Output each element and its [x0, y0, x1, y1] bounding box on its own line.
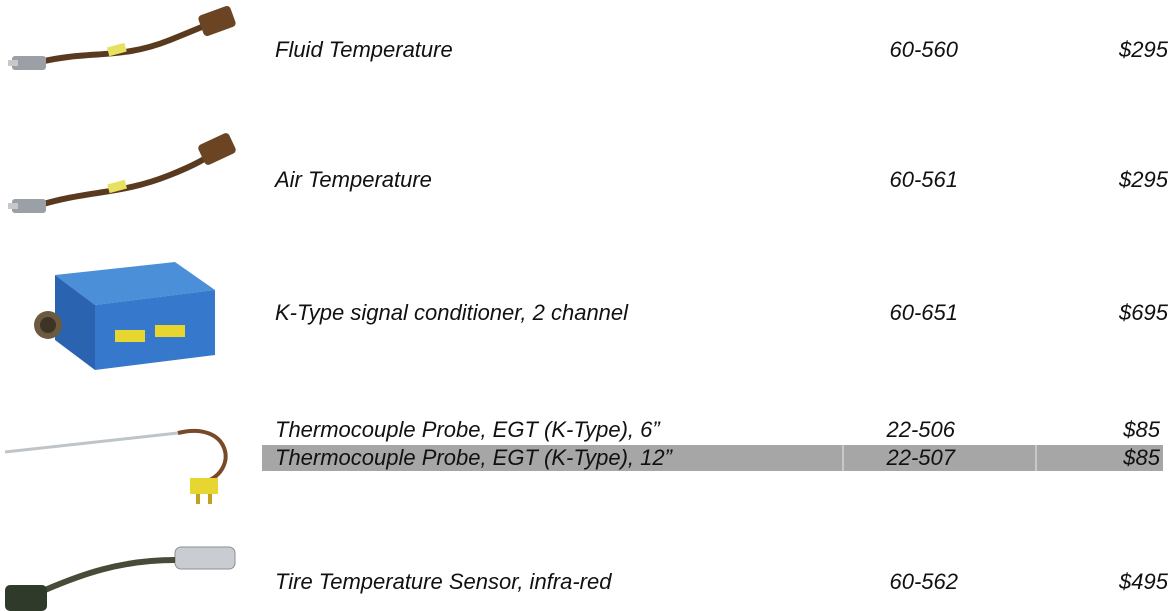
part-number: 60-562 — [838, 569, 958, 595]
product-description: Air Temperature — [275, 167, 432, 193]
product-images — [0, 0, 262, 611]
signal-conditioner-image — [34, 262, 215, 370]
product-description: Tire Temperature Sensor, infra-red — [275, 569, 611, 595]
product-description: Thermocouple Probe, EGT (K-Type), 12” — [275, 445, 672, 471]
product-description: Fluid Temperature — [275, 37, 453, 63]
price: $85 — [1040, 417, 1160, 443]
thermocouple-image — [5, 431, 226, 504]
part-number: 22-507 — [835, 445, 955, 471]
part-number: 22-506 — [835, 417, 955, 443]
price: $695 — [1048, 300, 1168, 326]
product-description: Thermocouple Probe, EGT (K-Type), 6” — [275, 417, 660, 443]
product-list: Fluid Temperature 60-560 $295 Air Temperatu… — [0, 0, 1173, 611]
part-number: 60-560 — [838, 37, 958, 63]
price: $85 — [1040, 445, 1160, 471]
price: $295 — [1048, 167, 1168, 193]
price: $295 — [1048, 37, 1168, 63]
fluid-sensor-image — [8, 5, 237, 70]
column-separator — [1035, 445, 1037, 471]
product-description: K-Type signal conditioner, 2 channel — [275, 300, 628, 326]
air-sensor-image — [8, 132, 237, 213]
price: $495 — [1048, 569, 1168, 595]
part-number: 60-561 — [838, 167, 958, 193]
tire-sensor-image — [5, 547, 235, 611]
part-number: 60-651 — [838, 300, 958, 326]
